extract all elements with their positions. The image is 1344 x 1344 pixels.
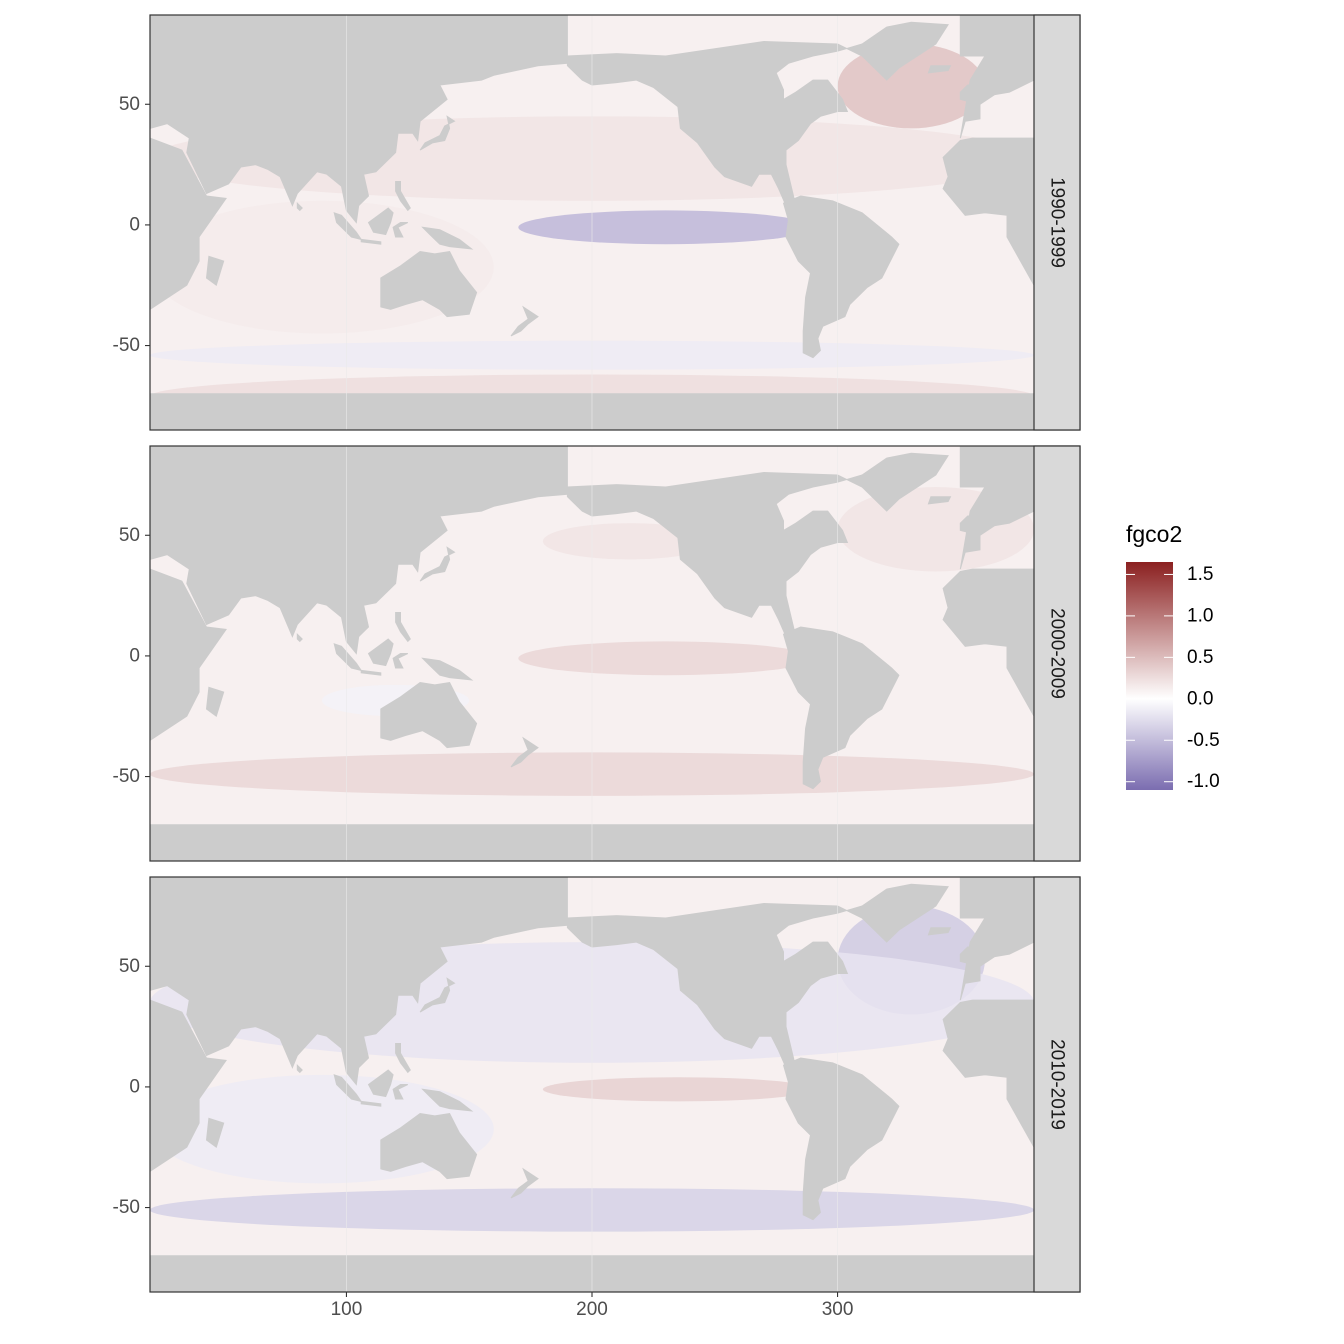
land-mass	[510, 1167, 539, 1199]
land-mass	[392, 1084, 409, 1100]
land-mass	[205, 686, 225, 718]
land-mass	[367, 1069, 394, 1098]
land-mass	[419, 546, 456, 582]
land-mass	[367, 207, 394, 236]
land-mass	[367, 638, 394, 667]
land-mass	[566, 883, 949, 1069]
land-mass	[380, 1112, 478, 1180]
land-mass	[150, 137, 227, 310]
land-mass	[927, 65, 952, 74]
land-mass	[395, 181, 411, 212]
map-layer	[150, 15, 1034, 430]
x-tick-label: 100	[331, 1299, 363, 1320]
land-mass	[782, 195, 900, 359]
flux-region-0	[542, 1077, 813, 1102]
land-mass	[942, 568, 1034, 718]
facet-strip-label: 2010-2019	[1047, 1039, 1068, 1130]
facet-panel-1990-1999: 1990-1999 50 0 -50	[113, 14, 1081, 431]
land-mass	[150, 15, 568, 224]
land-mass	[421, 226, 474, 250]
legend-label: 1.5	[1187, 564, 1213, 585]
y-tick-label: 0	[129, 1076, 140, 1097]
facet-panel-2000-2009: 2000-2009 50 0 -50	[113, 445, 1081, 862]
facet-strip-label: 2000-2009	[1047, 608, 1068, 699]
y-tick-label: 50	[119, 525, 140, 546]
facet-strip-label: 1990-1999	[1047, 177, 1068, 268]
land-mass	[205, 255, 225, 287]
land-mass	[959, 15, 1034, 139]
land-mass	[395, 1043, 411, 1074]
land-mass	[782, 1057, 900, 1221]
x-axis: 100 200 300	[331, 1292, 854, 1320]
y-tick-label: -50	[113, 1197, 140, 1218]
land-mass	[150, 877, 568, 1086]
facet-strip	[1033, 876, 1081, 1293]
y-tick-label: 50	[119, 94, 140, 115]
land-mass	[942, 137, 1034, 287]
map-layer	[150, 446, 1034, 861]
y-tick-label: -50	[113, 335, 140, 356]
facet-strip	[1033, 14, 1081, 431]
land-mass	[150, 999, 227, 1172]
land-mass	[421, 657, 474, 681]
legend-colorbar	[1126, 562, 1173, 790]
legend-label: 0.5	[1187, 647, 1213, 668]
facet-panel-2010-2019: 2010-2019 50 0 -50	[113, 876, 1081, 1293]
land-mass	[927, 496, 952, 505]
land-mass	[959, 877, 1034, 1001]
legend-ticks: 1.5 1.0 0.5 0.0 -0.5 -1.0	[1126, 564, 1220, 792]
y-tick-label: 0	[129, 645, 140, 666]
flux-region-0	[518, 210, 813, 245]
land-mass	[205, 1117, 225, 1149]
land-mass	[150, 568, 227, 741]
land-mass	[566, 21, 949, 207]
map-layer	[150, 877, 1034, 1292]
land-mass	[566, 452, 949, 638]
land-mass	[927, 927, 952, 936]
land-mass	[510, 305, 539, 337]
land-mass	[360, 669, 382, 676]
facet-strip	[1033, 445, 1081, 862]
land-mass	[392, 653, 409, 669]
legend-label: 0.0	[1187, 688, 1213, 709]
land-mass	[782, 626, 900, 790]
legend-title: fgco2	[1126, 521, 1182, 547]
land-mass	[392, 222, 409, 238]
x-tick-label: 300	[822, 1299, 854, 1320]
flux-region-0	[518, 641, 813, 676]
land-mass	[510, 736, 539, 768]
land-mass	[380, 250, 478, 318]
land-mass	[419, 977, 456, 1013]
land-mass	[296, 633, 303, 643]
land-mass	[419, 115, 456, 151]
land-mass	[395, 612, 411, 643]
land-mass	[360, 238, 382, 245]
land-mass	[360, 1100, 382, 1107]
land-mass	[150, 446, 568, 655]
land-mass	[942, 999, 1034, 1149]
x-tick-label: 200	[576, 1299, 608, 1320]
land-mass	[959, 446, 1034, 570]
y-tick-label: -50	[113, 766, 140, 787]
land-mass	[296, 202, 303, 212]
land-mass	[380, 681, 478, 749]
land-mass	[296, 1064, 303, 1074]
legend-label: -1.0	[1187, 771, 1220, 792]
legend-label: 1.0	[1187, 605, 1213, 626]
legend-label: -0.5	[1187, 730, 1220, 751]
facet-panels: 1990-1999 50 0 -50 2000-2009 50 0 -50 2010-2019 5…	[113, 14, 1081, 1293]
y-tick-label: 50	[119, 956, 140, 977]
color-legend: fgco2 1.5 1.0 0.5 0.0 -0.5 -1.0	[1126, 521, 1220, 792]
land-mass	[421, 1088, 474, 1112]
y-tick-label: 0	[129, 214, 140, 235]
